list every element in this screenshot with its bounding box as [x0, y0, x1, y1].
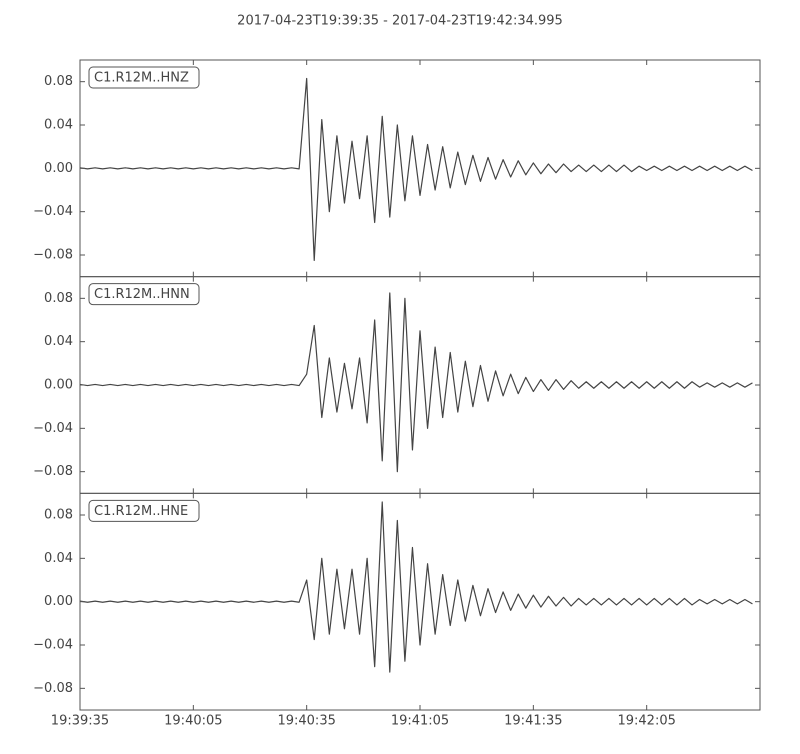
trace-label-box: [88, 283, 200, 306]
trace-line: [79, 501, 753, 673]
trace-label: C1.R12M..HNE: [94, 504, 188, 519]
y-tick-label: 0.04: [44, 118, 73, 133]
x-tick-label: 19:40:35: [277, 714, 335, 729]
x-tick-label: 19:40:05: [164, 714, 222, 729]
trace-line: [79, 292, 753, 473]
y-tick-label: 0.00: [44, 378, 73, 393]
x-tick-label: 19:41:35: [504, 714, 562, 729]
y-tick-label: 0.00: [44, 161, 73, 176]
trace-label-box: [88, 66, 200, 89]
y-tick-label: 0.08: [44, 508, 73, 523]
x-tick-label: 19:42:05: [617, 714, 675, 729]
trace-label-box: [88, 499, 200, 522]
y-tick-label: −0.08: [33, 464, 73, 479]
y-tick-label: 0.04: [44, 551, 73, 566]
y-tick-label: 0.00: [44, 594, 73, 609]
trace-label: C1.R12M..HNZ: [94, 71, 189, 86]
y-tick-label: −0.08: [33, 248, 73, 263]
trace-line: [79, 77, 753, 262]
y-tick-label: −0.04: [33, 638, 73, 653]
y-tick-label: 0.04: [44, 334, 73, 349]
y-tick-label: −0.04: [33, 421, 73, 436]
x-tick-label: 19:39:35: [51, 714, 109, 729]
chart-title: 2017-04-23T19:39:35 - 2017-04-23T19:42:3…: [237, 14, 563, 29]
y-tick-label: −0.08: [33, 681, 73, 696]
y-tick-label: −0.04: [33, 204, 73, 219]
trace-label: C1.R12M..HNN: [94, 287, 190, 302]
y-tick-label: 0.08: [44, 291, 73, 306]
x-tick-label: 19:41:05: [391, 714, 449, 729]
y-tick-label: 0.08: [44, 74, 73, 89]
